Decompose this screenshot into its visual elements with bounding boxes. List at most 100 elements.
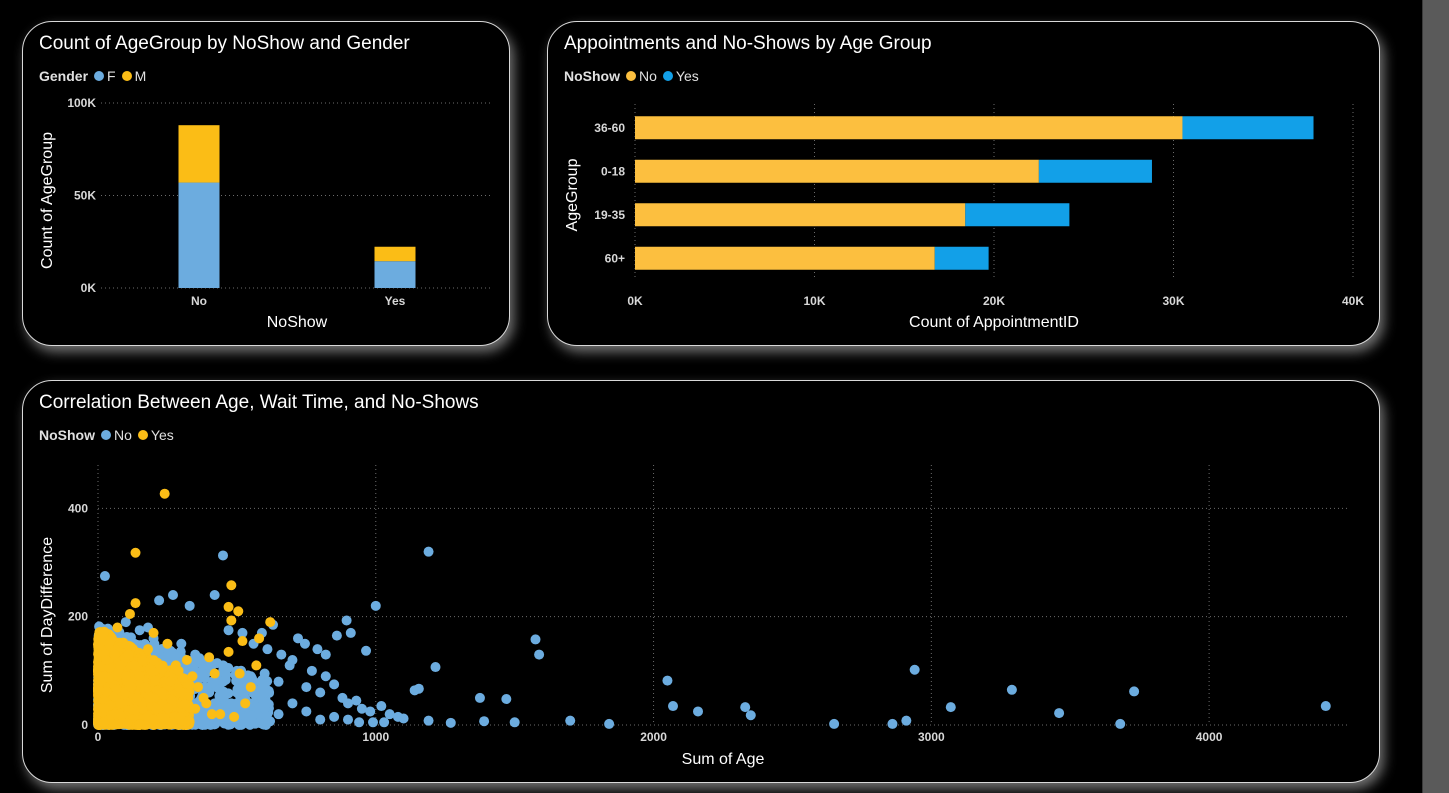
legend-item-yes[interactable]: Yes xyxy=(137,427,174,443)
scatter-point-yes xyxy=(162,638,173,649)
scatter-point-no xyxy=(329,679,340,690)
scatter-point-no xyxy=(829,718,840,729)
bar-segment-m xyxy=(374,246,416,262)
scatter-point-no xyxy=(218,686,229,697)
scatter-point-no xyxy=(190,649,201,660)
scatter-point-no xyxy=(409,685,420,696)
scatter-point-no xyxy=(259,703,270,714)
scatter-point-no xyxy=(245,671,256,682)
scatter-point-yes xyxy=(148,655,159,666)
scatter-point-no xyxy=(254,718,265,729)
scatter-point-no xyxy=(354,717,365,728)
scatter-point-no xyxy=(945,702,956,713)
scatter-point-yes xyxy=(122,718,133,729)
scatter-point-no xyxy=(474,692,485,703)
scatter-point-yes xyxy=(190,703,201,714)
scatter-point-no xyxy=(662,675,673,686)
bar-segment-no xyxy=(635,116,1183,140)
scatter-point-no xyxy=(745,710,756,721)
y-tick-label: 19-35 xyxy=(594,208,625,222)
scatter-point-no xyxy=(306,665,317,676)
scatter-point-yes xyxy=(151,703,162,714)
scatter-point-yes xyxy=(145,692,156,703)
scatter-point-yes xyxy=(101,655,112,665)
scatter-point-no xyxy=(301,706,312,717)
legend-label: M xyxy=(134,68,147,84)
scatter-point-no xyxy=(184,600,195,611)
scatter-point-no xyxy=(365,706,376,717)
scatter-point-yes xyxy=(187,671,198,682)
y-tick-label: 60+ xyxy=(605,251,625,265)
scatter-point-yes xyxy=(150,675,161,686)
x-tick-label: 40K xyxy=(1342,294,1364,308)
chart-title: Appointments and No-Shows by Age Group xyxy=(564,33,932,54)
bar-segment-no xyxy=(635,159,1039,183)
scatter-point-no xyxy=(223,700,234,711)
bar-segment-f xyxy=(374,261,416,288)
legend-item-female[interactable]: F xyxy=(94,68,116,84)
scatter-point-yes xyxy=(129,660,140,671)
scatter-point-no xyxy=(259,668,270,679)
legend-label: F xyxy=(107,68,116,84)
bar-segment-yes xyxy=(965,203,1070,227)
scatter-point-no xyxy=(1129,686,1140,697)
chart-title: Count of AgeGroup by NoShow and Gender xyxy=(39,33,410,54)
scatter-point-no xyxy=(293,633,303,644)
scatter-point-yes xyxy=(174,712,185,723)
scatter-point-no xyxy=(299,638,310,649)
y-axis-title: Sum of DayDifference xyxy=(39,537,56,693)
scatter-point-no xyxy=(376,701,387,712)
legend-item-no[interactable]: No xyxy=(626,68,657,84)
legend-item-yes[interactable]: Yes xyxy=(662,68,699,84)
scatter-point-yes xyxy=(109,649,120,660)
y-axis-title: Count of AgeGroup xyxy=(39,132,56,269)
scatter-point-no xyxy=(196,658,207,669)
scatter-point-no xyxy=(398,713,409,724)
scatter-point-yes xyxy=(98,627,109,638)
scatter-point-no xyxy=(197,668,208,679)
scatter-point-yes xyxy=(148,714,159,725)
scatter-point-yes xyxy=(130,598,141,609)
scatter-point-yes xyxy=(209,668,220,679)
scatter-point-yes xyxy=(159,713,170,724)
scatter-point-no xyxy=(262,644,273,655)
scatter-point-yes xyxy=(265,617,276,628)
scatter-point-yes xyxy=(143,644,153,655)
bar-segment-yes xyxy=(934,246,989,270)
scatter-point-no xyxy=(423,546,434,557)
scatter-point-yes xyxy=(159,488,170,499)
x-axis-title: Count of AppointmentID xyxy=(909,314,1079,331)
scatter-point-yes xyxy=(118,638,128,649)
scatter-point-yes xyxy=(223,601,234,612)
x-tick-label: 0K xyxy=(627,294,643,308)
scatter-point-no xyxy=(273,676,284,687)
scatter-point-no xyxy=(887,718,898,729)
legend-item-male[interactable]: M xyxy=(121,68,147,84)
scatter-point-no xyxy=(693,706,703,717)
scatter-point-no xyxy=(356,703,367,714)
legend-label: Yes xyxy=(150,427,174,443)
legend-label: Yes xyxy=(675,68,699,84)
scatter-point-yes xyxy=(234,668,245,679)
scatter-point-yes xyxy=(226,615,237,626)
x-axis-title: NoShow xyxy=(267,314,328,331)
scrollbar-thumb[interactable] xyxy=(1423,0,1449,793)
scatter-point-yes xyxy=(148,627,159,638)
scatter-point-yes xyxy=(123,649,134,660)
scatter-point-no xyxy=(218,676,228,687)
scatter-point-yes xyxy=(226,580,237,591)
scatter-point-no xyxy=(284,660,295,671)
scatter-point-no xyxy=(530,634,541,645)
scatter-point-yes xyxy=(176,687,187,698)
scatter-point-no xyxy=(218,550,228,561)
scatter-point-yes xyxy=(240,698,251,709)
scatter-point-no xyxy=(320,671,331,682)
vertical-scrollbar[interactable] xyxy=(1422,0,1449,793)
scatter-point-yes xyxy=(126,682,137,693)
scatter-point-yes xyxy=(215,709,226,720)
legend-item-no[interactable]: No xyxy=(101,427,132,443)
scatter-point-no xyxy=(134,625,145,636)
scatter-point-no xyxy=(384,709,395,720)
scatter-point-no xyxy=(259,687,270,698)
scatter-point-no xyxy=(231,687,242,698)
